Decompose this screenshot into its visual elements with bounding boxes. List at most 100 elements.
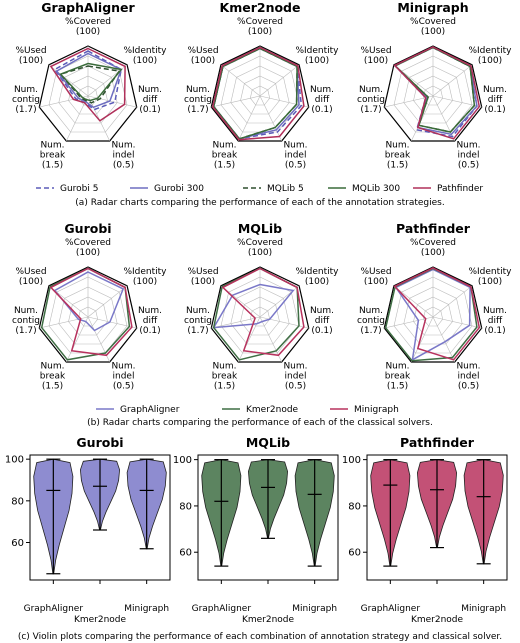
radar-chart: Kmer2node%Covered(100)%Identity(100)Num.… bbox=[184, 0, 339, 171]
axis-label: (1.7) bbox=[187, 105, 208, 115]
axis-label: %Identity bbox=[295, 46, 339, 56]
series-line bbox=[212, 47, 298, 140]
axis-label: break bbox=[385, 372, 411, 382]
series-line bbox=[211, 46, 305, 141]
axis-label: contig bbox=[12, 95, 40, 105]
axis-label: break bbox=[212, 372, 238, 382]
axis-label: Num. bbox=[310, 85, 334, 95]
grid-spoke bbox=[259, 316, 282, 363]
axis-label: Num. bbox=[14, 306, 38, 316]
axis-label: Num. bbox=[456, 141, 480, 151]
grid-spoke bbox=[66, 316, 89, 363]
axis-label: diff bbox=[488, 316, 503, 326]
grid-spoke bbox=[238, 95, 261, 142]
radar-chart: Minigraph%Covered(100)%Identity(100)Num.… bbox=[357, 0, 512, 171]
series-line bbox=[221, 267, 305, 357]
legend-b: GraphAligner Kmer2node Minigraph bbox=[96, 405, 399, 415]
grid-spoke bbox=[211, 316, 261, 329]
legend-label: Gurobi 5 bbox=[60, 184, 99, 194]
grid-spoke bbox=[432, 285, 473, 318]
y-tick-label: 60 bbox=[179, 548, 192, 559]
axis-label: %Covered bbox=[65, 238, 111, 248]
grid-ring bbox=[38, 45, 138, 142]
axis-label: %Used bbox=[360, 267, 391, 277]
grid-ring bbox=[240, 75, 280, 115]
caption-c: (c) Violin plots comparing the performan… bbox=[18, 632, 502, 642]
y-tick-label: 60 bbox=[11, 538, 24, 549]
axis-label: Num. bbox=[212, 141, 236, 151]
axis-label: (100) bbox=[76, 27, 100, 37]
grid-spoke bbox=[87, 285, 128, 318]
chart-title: MQLib bbox=[246, 435, 290, 450]
axis-label: %Identity bbox=[468, 46, 512, 56]
grid-spoke bbox=[48, 64, 89, 97]
grid-ring bbox=[249, 85, 271, 106]
grid-spoke bbox=[87, 95, 137, 108]
x-tick-label: Kmer2node bbox=[74, 615, 127, 625]
axis-label: (0.5) bbox=[458, 161, 479, 171]
legend-a: Gurobi 5 Gurobi 300 MQLib 5 MQLib 300 Pathfi… bbox=[36, 184, 483, 194]
radar-chart: MQLib%Covered(100)%Identity(100)Num.diff… bbox=[184, 221, 339, 392]
grid-ring bbox=[48, 55, 128, 133]
axis-label: %Identity bbox=[468, 267, 512, 277]
axis-label: Num. bbox=[483, 85, 507, 95]
grid-spoke bbox=[220, 64, 261, 97]
legend-label: Kmer2node bbox=[246, 405, 299, 415]
axis-label: (0.5) bbox=[285, 382, 306, 392]
axis-label: Num. bbox=[359, 306, 383, 316]
axis-label: Num. bbox=[111, 362, 135, 372]
axis-label: (100) bbox=[76, 248, 100, 258]
grid-spoke bbox=[259, 95, 309, 108]
series-line bbox=[393, 267, 481, 361]
axis-label: (0.1) bbox=[139, 105, 160, 115]
violin-chart: Pathfinder 60 80 100 GraphAlignerKmer2nodeMi… bbox=[342, 435, 508, 625]
axis-label: (100) bbox=[191, 277, 215, 287]
grid-spoke bbox=[432, 64, 473, 97]
legend-label: Gurobi 300 bbox=[154, 184, 204, 194]
axis-label: break bbox=[385, 151, 411, 161]
axis-label: %Identity bbox=[295, 267, 339, 277]
axis-label: diff bbox=[315, 95, 330, 105]
chart-title: MQLib bbox=[238, 221, 282, 236]
grid-spoke bbox=[211, 95, 261, 108]
legend-label: Pathfinder bbox=[437, 184, 483, 194]
axis-label: indel bbox=[458, 151, 480, 161]
chart-title: GraphAligner bbox=[41, 0, 135, 15]
axis-label: diff bbox=[488, 95, 503, 105]
grid-ring bbox=[383, 266, 483, 363]
legend-label: GraphAligner bbox=[120, 405, 180, 415]
axis-label: %Used bbox=[15, 46, 46, 56]
axis-label: (1.7) bbox=[360, 326, 381, 336]
axis-label: contig bbox=[357, 95, 385, 105]
grid-spoke bbox=[411, 95, 434, 142]
axis-label: (1.5) bbox=[42, 382, 63, 392]
violin-chart: MQLib 60 80 100 GraphAlignerKmer2nodeMinigra… bbox=[173, 435, 339, 625]
axis-label: (100) bbox=[478, 277, 502, 287]
axis-label: %Covered bbox=[237, 17, 283, 27]
axis-label: contig bbox=[184, 95, 212, 105]
y-tick-label: 100 bbox=[173, 455, 192, 466]
axis-label: (0.5) bbox=[285, 161, 306, 171]
grid-ring bbox=[422, 85, 444, 106]
y-tick-label: 100 bbox=[5, 455, 24, 466]
axis-label: (1.7) bbox=[15, 326, 36, 336]
grid-ring bbox=[230, 65, 290, 124]
legend-label: MQLib 5 bbox=[267, 184, 304, 194]
axis-label: Num. bbox=[483, 306, 507, 316]
x-tick-label: GraphAligner bbox=[361, 604, 421, 614]
grid-spoke bbox=[39, 95, 89, 108]
chart-title: Gurobi bbox=[64, 221, 111, 236]
axis-label: (100) bbox=[19, 56, 43, 66]
axis-label: contig bbox=[184, 316, 212, 326]
series-line bbox=[49, 267, 133, 357]
y-tick-label: 60 bbox=[348, 548, 361, 559]
axis-label: Num. bbox=[111, 141, 135, 151]
x-tick-label: GraphAligner bbox=[24, 604, 84, 614]
axis-label: (100) bbox=[133, 56, 157, 66]
axis-label: (0.5) bbox=[113, 382, 134, 392]
radar-chart: Pathfinder%Covered(100)%Identity(100)Num… bbox=[357, 221, 512, 392]
axis-label: (1.5) bbox=[42, 161, 63, 171]
grid-ring bbox=[230, 286, 290, 345]
